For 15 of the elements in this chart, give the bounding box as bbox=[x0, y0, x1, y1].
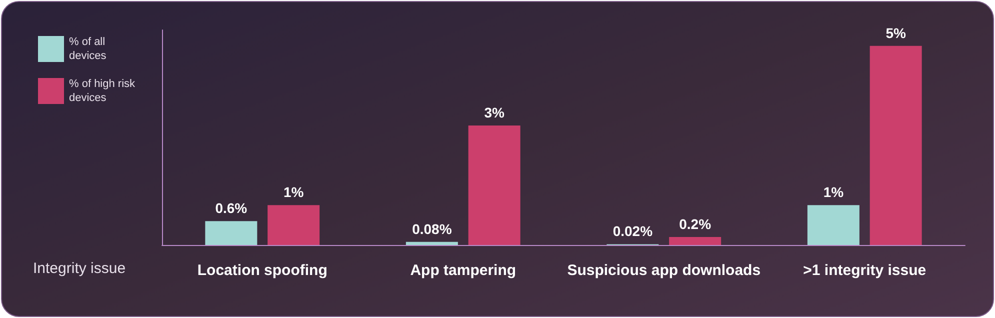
data-label: 5% bbox=[886, 24, 906, 41]
data-label: 1% bbox=[823, 184, 844, 200]
data-label: 1% bbox=[283, 184, 304, 200]
data-label: 0.02% bbox=[612, 223, 654, 240]
data-label: 0.08% bbox=[412, 220, 452, 237]
x-tick-label: Suspicious app downloads bbox=[567, 262, 761, 279]
data-label: 3% bbox=[484, 104, 505, 121]
x-tick-label: >1 integrity issue bbox=[803, 262, 926, 279]
x-axis-title: Integrity issue bbox=[33, 260, 126, 277]
x-tick-label: Location spoofing bbox=[197, 262, 328, 279]
data-label: 0.2% bbox=[679, 216, 712, 232]
data-label: 0.6% bbox=[215, 200, 248, 216]
legend-label: % of all devices bbox=[69, 36, 108, 62]
x-tick-label: App tampering bbox=[410, 262, 516, 279]
legend-label: % of high risk devices bbox=[69, 78, 138, 104]
